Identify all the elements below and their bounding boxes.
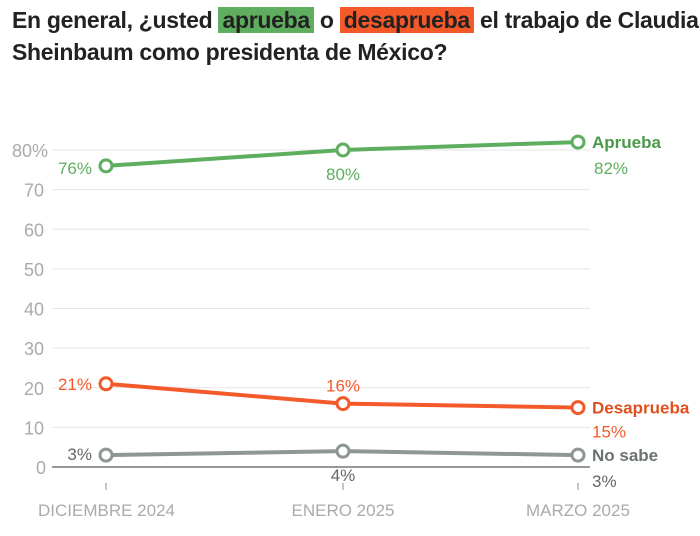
x-tick-label: DICIEMBRE 2024: [38, 501, 175, 520]
data-point: [570, 400, 586, 416]
data-point: [335, 443, 351, 459]
data-point: [98, 376, 114, 392]
data-label: 80%: [326, 165, 360, 184]
y-tick-label: 0: [36, 458, 46, 478]
chart-title: En general, ¿usted aprueba o desaprueba …: [12, 4, 700, 68]
data-label: 4%: [331, 466, 356, 485]
title-text: En general, ¿usted: [12, 7, 219, 33]
y-tick-label: 20: [24, 379, 44, 399]
x-tick-label: MARZO 2025: [526, 501, 630, 520]
data-point: [98, 158, 114, 174]
y-tick-label: 80%: [12, 141, 48, 161]
data-point: [98, 447, 114, 463]
series-label: No sabe: [592, 446, 658, 465]
data-point: [335, 142, 351, 158]
data-label: 21%: [58, 375, 92, 394]
y-tick-label: 70: [24, 181, 44, 201]
y-tick-label: 50: [24, 260, 44, 280]
series-label: Desaprueba: [592, 399, 690, 418]
data-point: [570, 447, 586, 463]
series-label: Aprueba: [592, 133, 662, 152]
data-label: 76%: [58, 159, 92, 178]
title-text: o: [313, 7, 340, 33]
data-label: 15%: [592, 423, 626, 442]
title-text: el trabajo de Claudia Sheinbaum como pre…: [12, 7, 699, 65]
data-label: 82%: [594, 159, 628, 178]
title-highlight-desaprueba: desaprueba: [339, 7, 474, 33]
data-point: [335, 396, 351, 412]
y-tick-label: 10: [24, 418, 44, 438]
y-tick-label: 60: [24, 220, 44, 240]
data-label: 3%: [592, 472, 617, 491]
y-tick-label: 40: [24, 300, 44, 320]
x-tick-label: ENERO 2025: [292, 501, 395, 520]
data-label: 16%: [326, 377, 360, 396]
data-point: [570, 134, 586, 150]
data-label: 3%: [67, 445, 92, 464]
y-tick-label: 30: [24, 339, 44, 359]
title-highlight-aprueba: aprueba: [218, 7, 314, 33]
